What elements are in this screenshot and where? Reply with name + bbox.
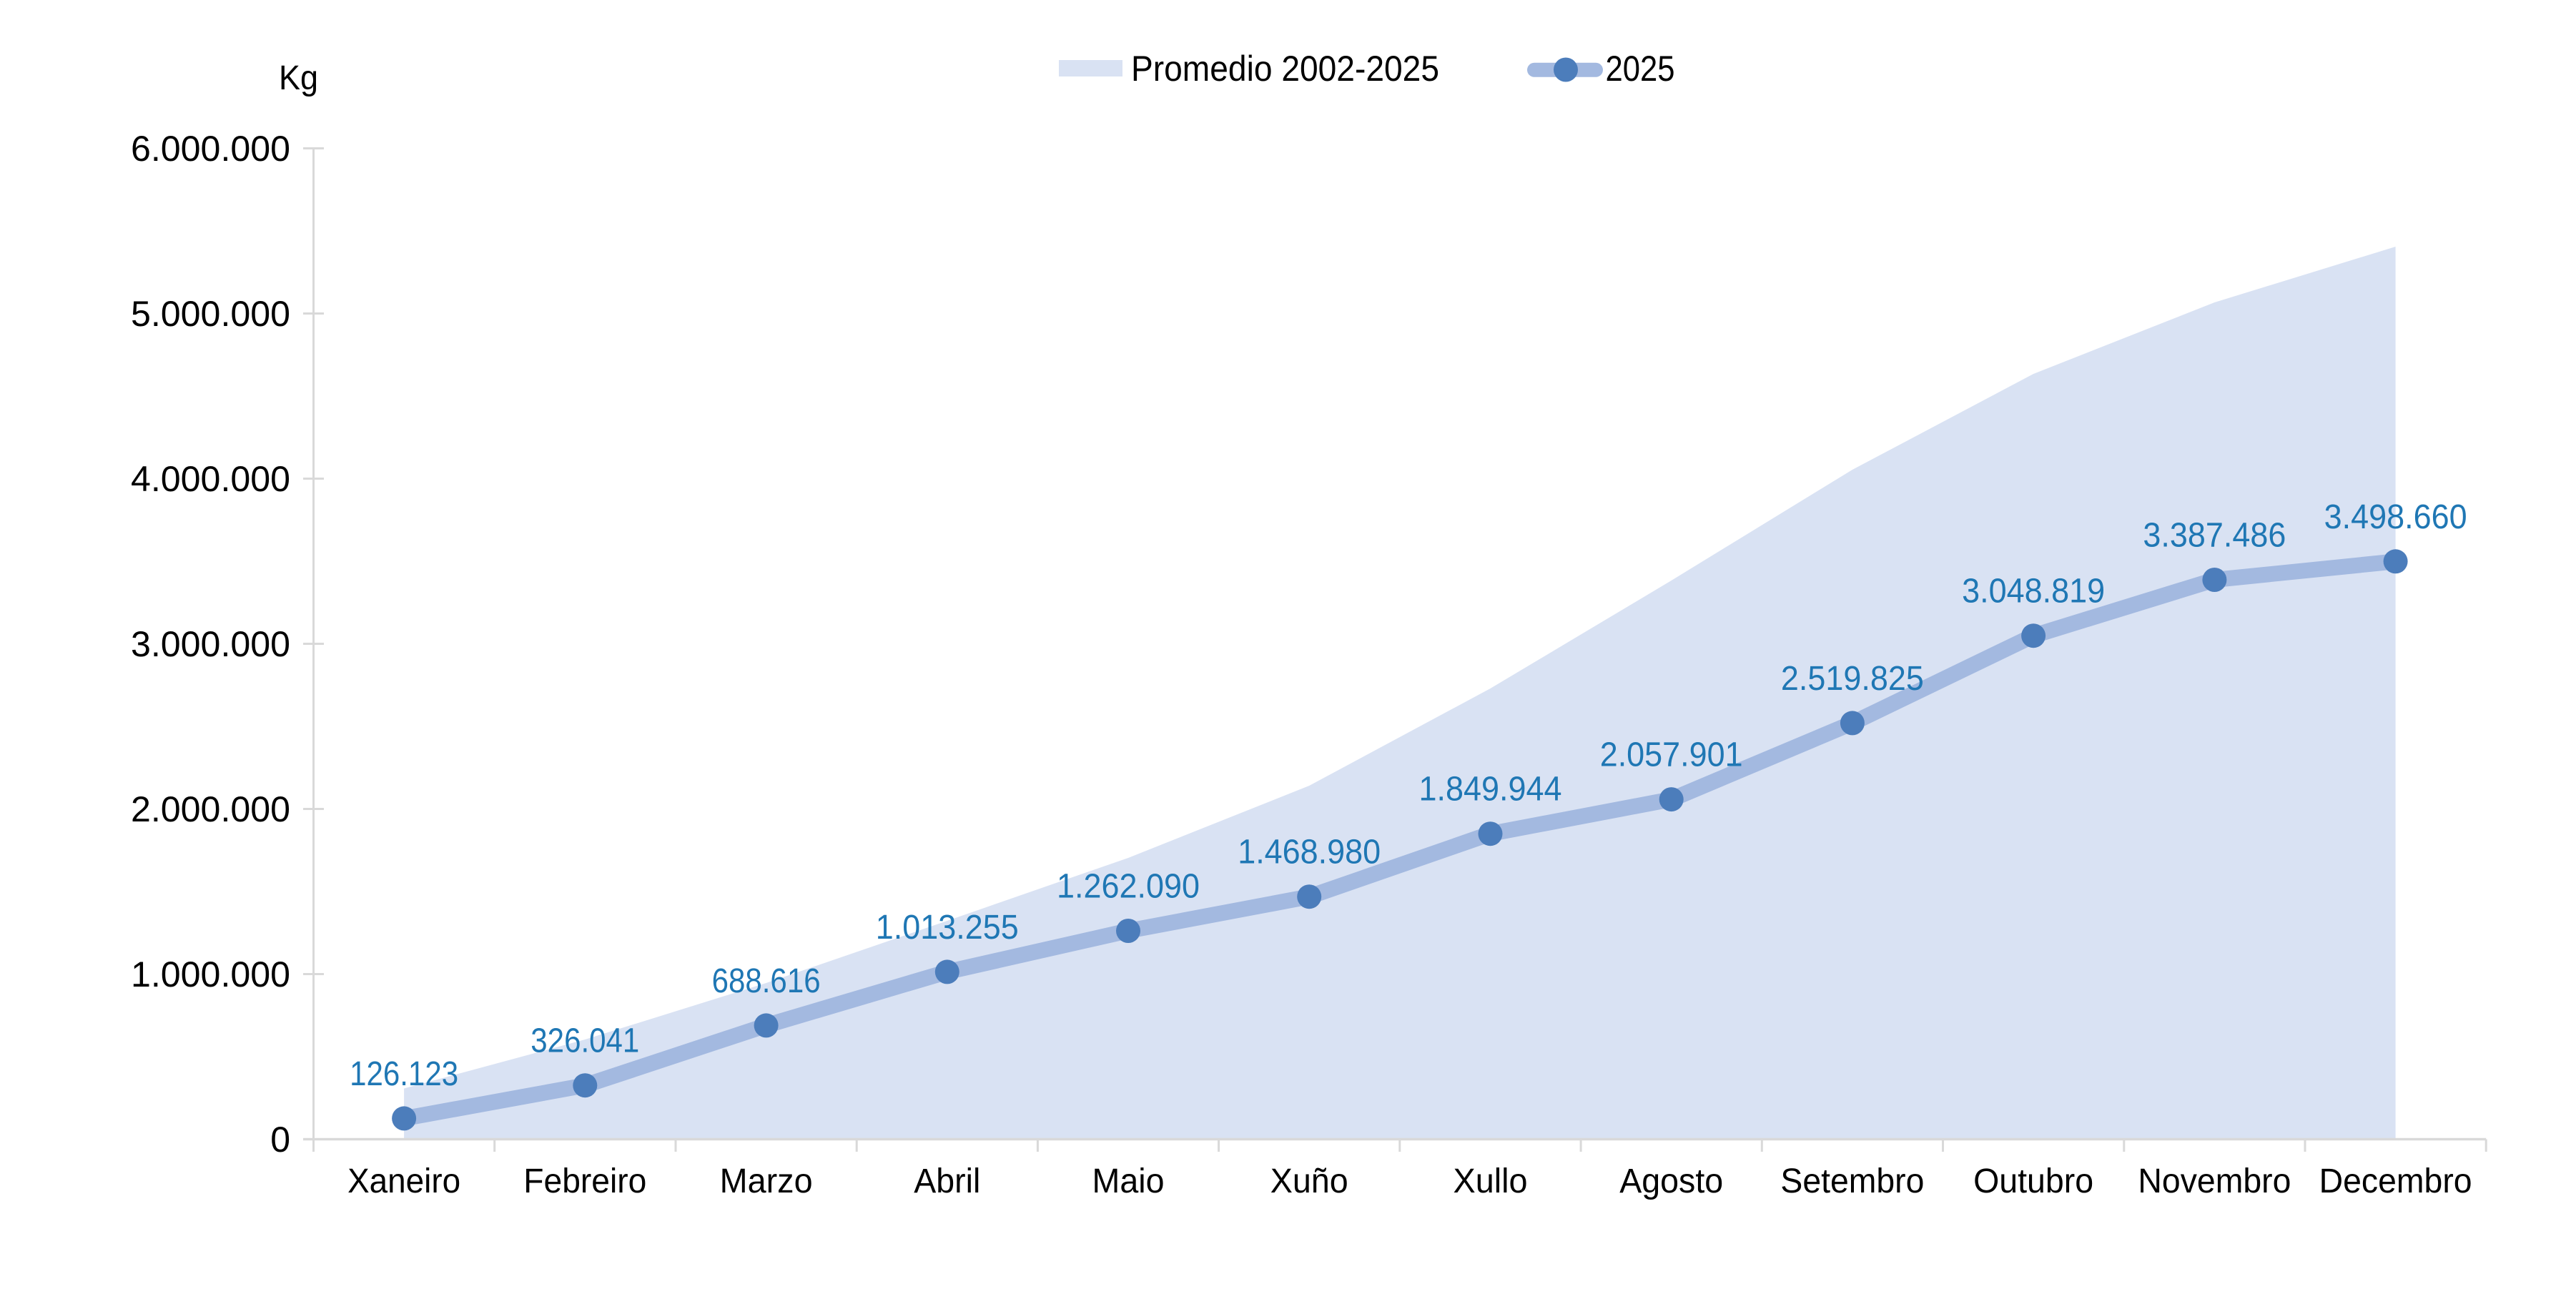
svg-text:Novembro: Novembro (2138, 1162, 2291, 1200)
svg-text:Setembro: Setembro (1780, 1162, 1924, 1200)
svg-text:1.468.980: 1.468.980 (1238, 834, 1381, 871)
svg-text:Kg: Kg (279, 59, 318, 97)
svg-text:Abril: Abril (914, 1162, 980, 1200)
svg-text:3.387.486: 3.387.486 (2143, 517, 2286, 555)
svg-text:Febreiro: Febreiro (523, 1162, 646, 1200)
svg-text:126.123: 126.123 (350, 1055, 458, 1093)
svg-text:Xaneiro: Xaneiro (347, 1162, 460, 1200)
svg-text:2.057.901: 2.057.901 (1600, 736, 1743, 774)
svg-text:Outubro: Outubro (1973, 1162, 2093, 1200)
svg-text:0: 0 (270, 1120, 290, 1160)
svg-text:1.000.000: 1.000.000 (131, 954, 290, 994)
svg-text:6.000.000: 6.000.000 (131, 129, 290, 169)
svg-text:Agosto: Agosto (1619, 1162, 1723, 1200)
svg-text:1.849.944: 1.849.944 (1419, 771, 1562, 809)
svg-text:3.000.000: 3.000.000 (131, 624, 290, 664)
svg-text:Promedio 2002-2025: Promedio 2002-2025 (1131, 49, 1439, 89)
svg-text:4.000.000: 4.000.000 (131, 459, 290, 499)
svg-text:2.519.825: 2.519.825 (1781, 660, 1924, 698)
svg-text:Decembro: Decembro (2319, 1162, 2472, 1200)
svg-text:1.013.255: 1.013.255 (876, 909, 1019, 947)
svg-text:3.498.660: 3.498.660 (2324, 498, 2467, 536)
svg-text:Xullo: Xullo (1454, 1162, 1528, 1200)
svg-text:3.048.819: 3.048.819 (1962, 573, 2105, 611)
svg-text:2025: 2025 (1606, 49, 1675, 89)
svg-text:688.616: 688.616 (712, 962, 821, 1000)
svg-text:Marzo: Marzo (720, 1162, 813, 1200)
svg-text:Maio: Maio (1092, 1162, 1165, 1200)
svg-text:Xuño: Xuño (1270, 1162, 1348, 1200)
svg-text:2.000.000: 2.000.000 (131, 789, 290, 829)
svg-text:326.041: 326.041 (531, 1022, 639, 1060)
svg-text:5.000.000: 5.000.000 (131, 294, 290, 334)
svg-text:1.262.090: 1.262.090 (1057, 868, 1200, 906)
